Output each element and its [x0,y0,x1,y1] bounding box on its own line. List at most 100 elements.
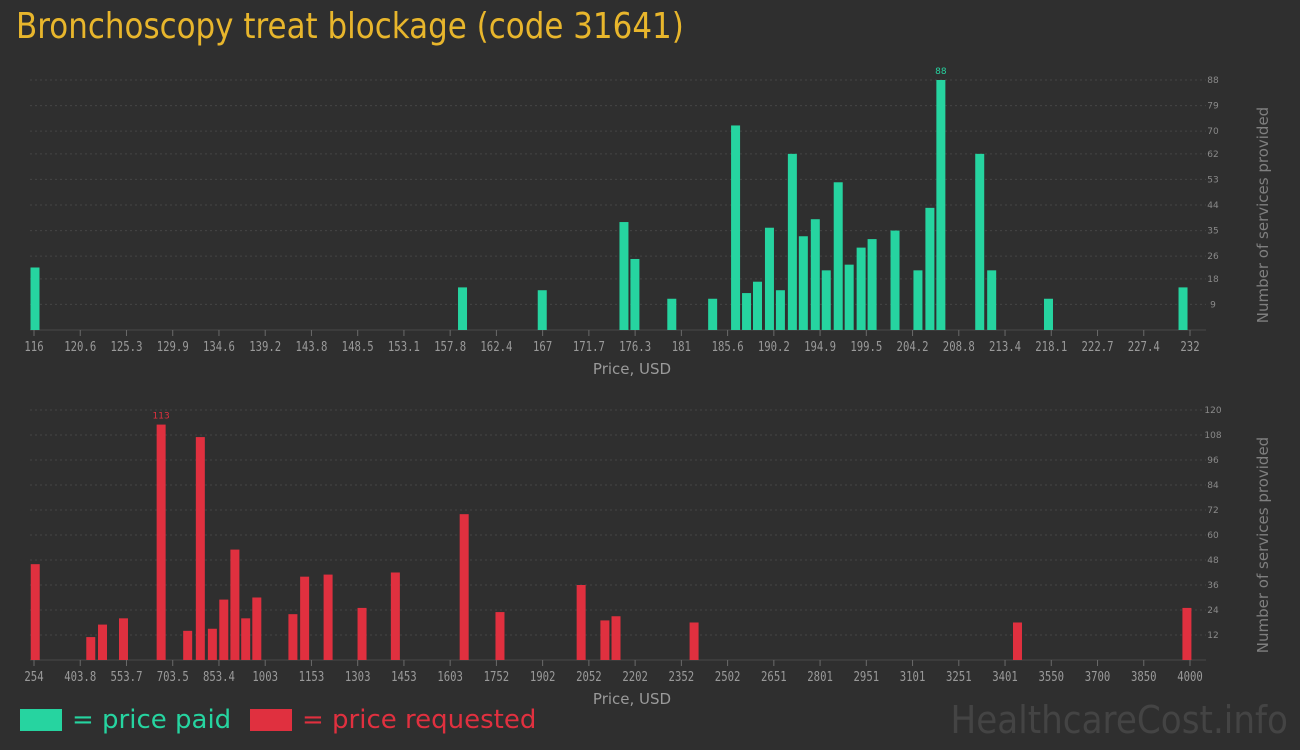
y-tick-label: 12 [1207,631,1218,641]
x-tick-label: 139.2 [249,340,281,355]
bar [890,230,900,330]
y-tick-label: 48 [1207,556,1219,566]
x-tick-label: 1003 [252,670,278,685]
x-tick-label: 120.6 [64,340,96,355]
y-tick-label: 9 [1210,300,1216,310]
bar [856,247,866,330]
x-tick-label: 2052 [576,670,602,685]
x-tick-label: 1303 [345,670,371,685]
legend-paid-swatch [20,709,62,731]
x-tick-label: 116 [24,340,43,355]
bar [30,267,40,330]
bar [619,222,629,330]
x-tick-label: 232 [1180,340,1199,355]
x-tick-label: 3251 [946,670,972,685]
x-tick-label: 2801 [807,670,833,685]
x-tick-label: 213.4 [989,340,1021,355]
x-tick-label: 181 [672,340,691,355]
bar [576,585,586,660]
bar [1178,287,1188,330]
bar [810,219,820,330]
bar [118,618,128,660]
bar [821,270,831,330]
peak-value-label: 113 [153,412,170,422]
price-paid-chart: 9 18 26 35 44 53 62 70 79 88 116 120.6 125.3 129.9 134… [24,67,1272,378]
bar [787,153,797,330]
bar [913,270,923,330]
price-requested-chart: 12 24 36 48 60 72 84 96 108 120 254 403.8 553.7 703.5… [24,406,1272,708]
y-axis-label: Number of services provided [1254,437,1272,653]
x-tick-label: 167 [533,340,552,355]
x-tick-label: 204.2 [897,340,929,355]
x-axis-label: Price, USD [593,690,671,708]
bar [1012,622,1022,660]
y-tick-label: 35 [1207,227,1218,237]
bar [1043,298,1053,330]
y-tick-label: 18 [1207,275,1219,285]
bar [183,630,193,660]
x-tick-label: 1603 [437,670,463,685]
bar [844,264,854,330]
x-tick-label: 153.1 [388,340,420,355]
bar [86,637,96,660]
x-tick-label: 190.2 [758,340,790,355]
x-tick-label: 227.4 [1128,340,1160,355]
bar [764,227,774,330]
bar [537,290,547,330]
x-tick-label: 3101 [900,670,926,685]
bar [752,281,762,330]
y-tick-label: 53 [1207,175,1218,185]
legend-paid: = price paid [20,705,231,735]
y-tick-label: 36 [1207,581,1219,591]
x-tick-label: 2951 [854,670,880,685]
bar [390,572,400,660]
x-tick-label: 134.6 [203,340,235,355]
bar [1182,607,1192,660]
y-tick-label: 108 [1204,431,1221,441]
x-tick-label: 3700 [1085,670,1111,685]
peak-value-label: 88 [935,67,947,77]
y-tick-label: 26 [1207,252,1219,262]
bar [798,236,808,330]
bar [731,125,741,330]
bar [611,616,621,660]
legend-requested-swatch [250,709,292,731]
y-tick-label: 62 [1207,150,1218,160]
y-axis-label: Number of services provided [1254,107,1272,323]
bar [252,597,262,660]
bar [833,182,843,330]
x-tick-label: 1902 [530,670,556,685]
y-tick-label: 60 [1207,531,1219,541]
x-tick-label: 129.9 [157,340,189,355]
x-tick-label: 703.5 [157,670,189,685]
x-tick-label: 1453 [391,670,417,685]
watermark: HealthcareCost.info [950,698,1288,742]
bar [775,290,785,330]
page-title: Bronchoscopy treat blockage (code 31641) [16,6,684,47]
bar [98,624,108,660]
bar [207,628,217,660]
x-tick-label: 2352 [669,670,695,685]
bar [230,549,240,660]
y-tick-label: 79 [1207,102,1219,112]
x-tick-label: 3550 [1038,670,1064,685]
legend-requested-label: = price requested [302,705,537,735]
bar [867,239,877,330]
bar [495,612,505,660]
x-tick-label: 4000 [1177,670,1203,685]
y-tick-label: 120 [1204,406,1221,416]
x-tick-label: 185.6 [712,340,744,355]
bar [689,622,699,660]
y-tick-label: 72 [1207,506,1218,516]
bar [667,298,677,330]
bar [241,618,251,660]
x-axis-label: Price, USD [593,360,671,378]
x-tick-label: 171.7 [573,340,605,355]
bar [195,437,205,660]
x-tick-label: 1153 [299,670,325,685]
y-tick-label: 70 [1207,127,1219,137]
x-tick-label: 194.9 [804,340,836,355]
bar [936,80,946,330]
bar [708,298,718,330]
